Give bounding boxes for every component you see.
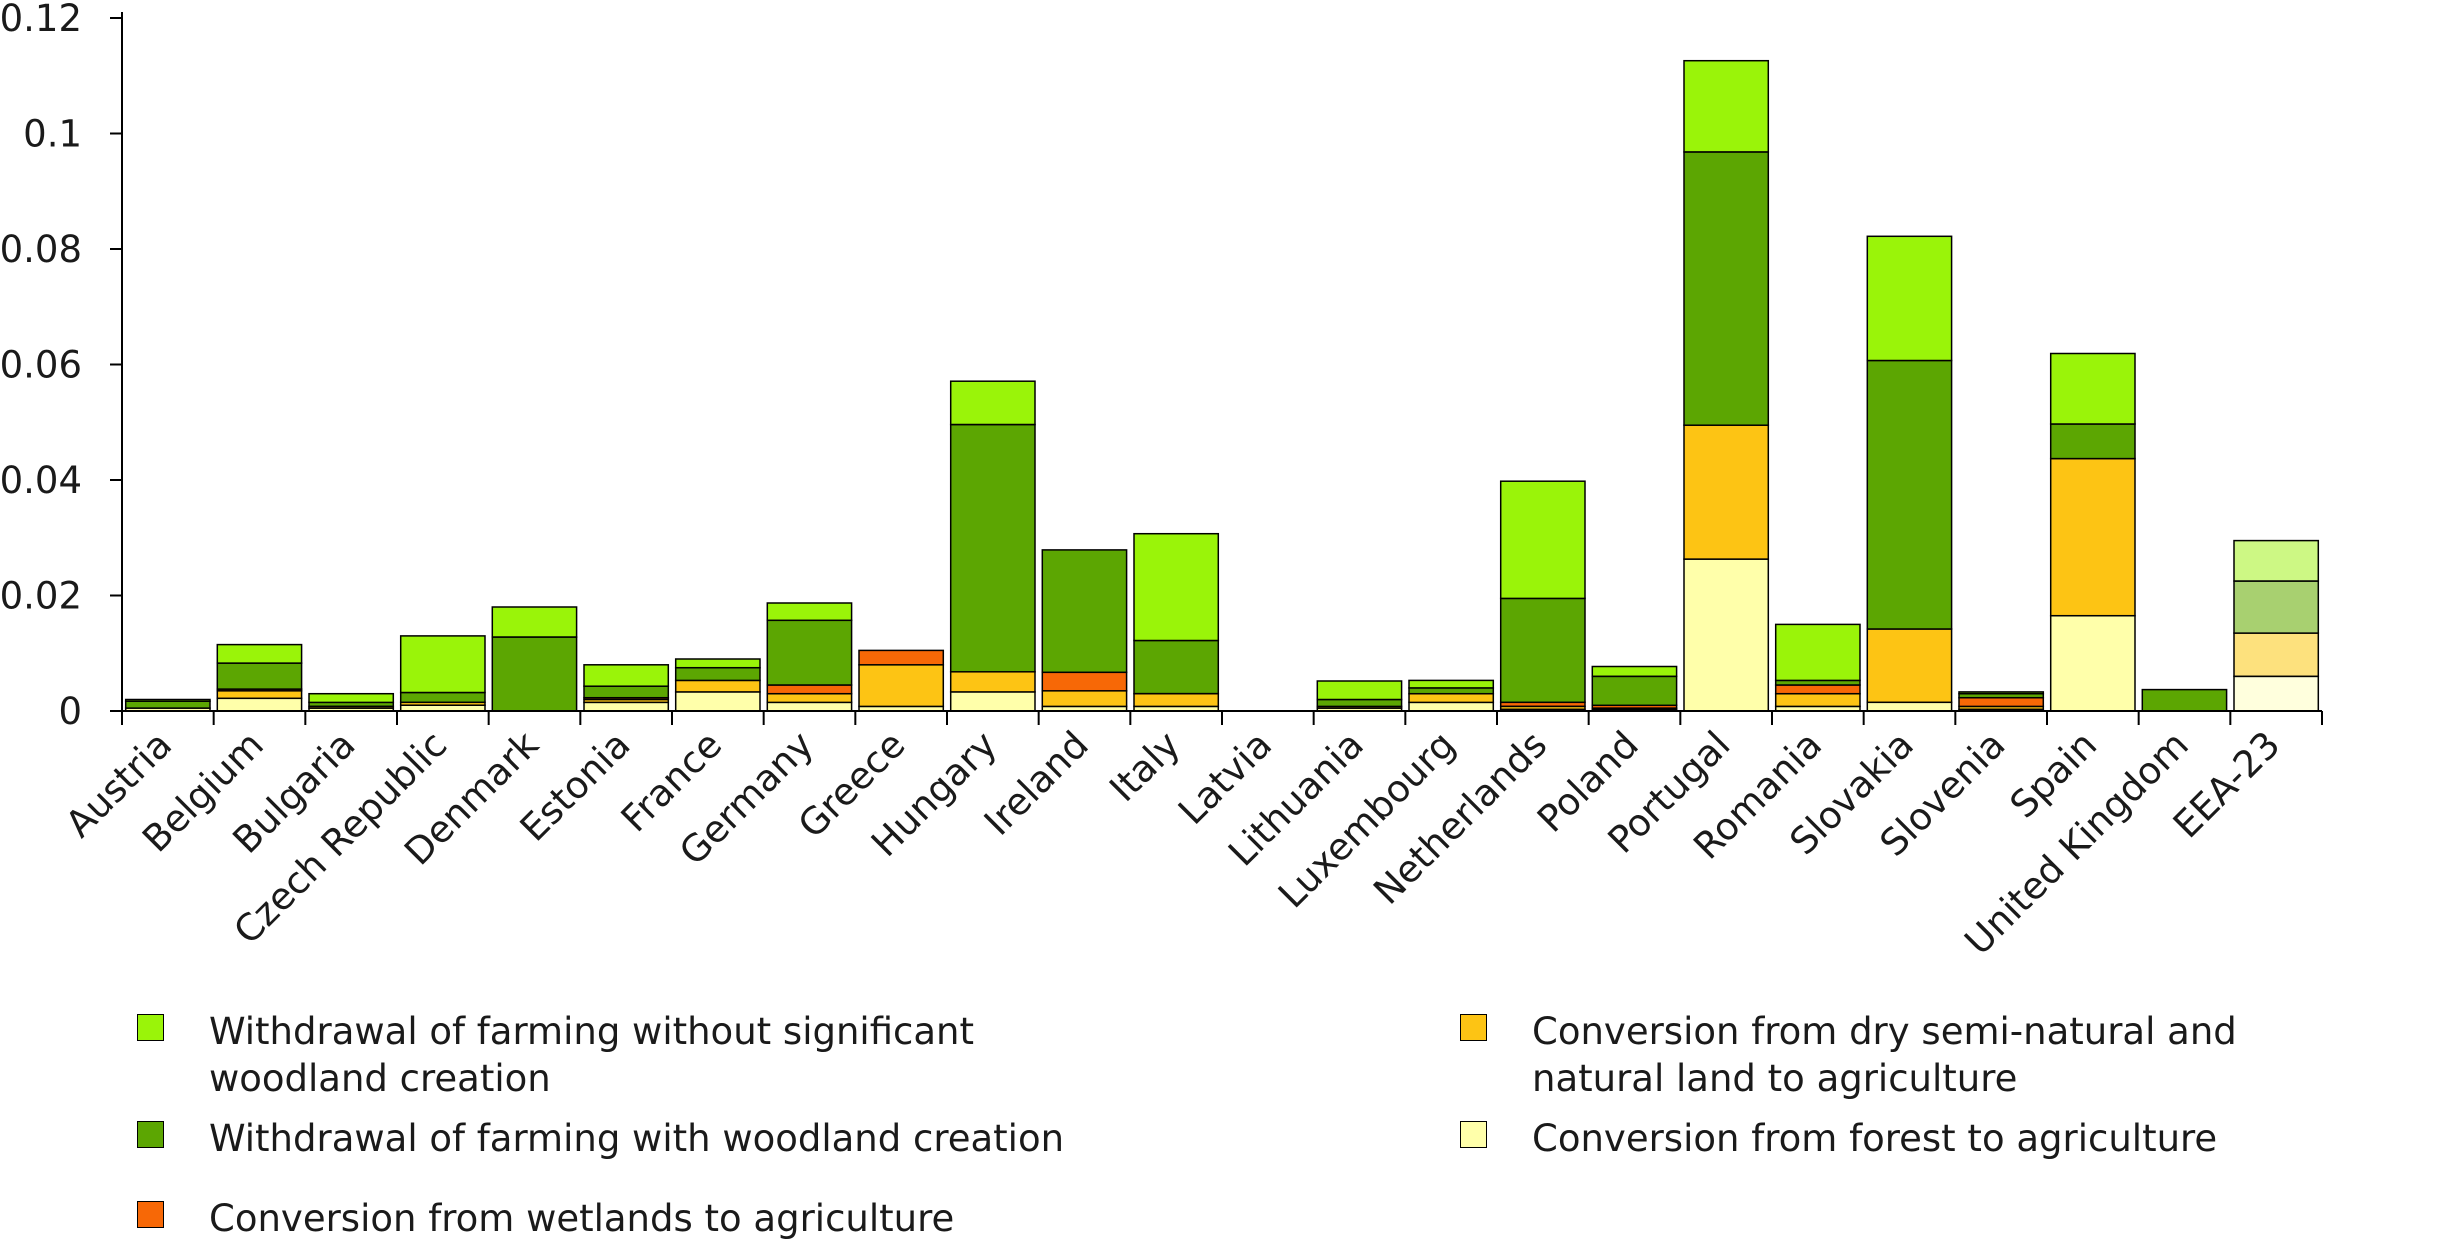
bar-segment — [2049, 352, 2136, 425]
y-tick-label: 0.08 — [0, 228, 82, 271]
bar-segment — [766, 619, 853, 686]
bar-segment — [1958, 691, 2045, 695]
bar-segment — [1316, 680, 1403, 701]
bar-segment — [674, 658, 761, 669]
bar-segment — [2049, 457, 2136, 617]
bar-segment — [216, 643, 303, 664]
bar-segment — [1866, 235, 1953, 362]
bar-segment — [2233, 580, 2320, 634]
bar-segment — [308, 692, 395, 704]
bar-segment — [583, 701, 670, 712]
bar-segment — [1774, 684, 1861, 695]
y-tick-label: 0 — [58, 690, 82, 733]
bar-segment — [216, 697, 303, 712]
bar-segment — [216, 662, 303, 690]
bar-segment — [1683, 558, 1770, 712]
bar-segment — [216, 690, 303, 700]
bar-segment — [1041, 671, 1128, 692]
y-tick-label: 0.06 — [0, 344, 82, 387]
bar-segment — [1683, 59, 1770, 153]
bar-segment — [2141, 688, 2228, 712]
bar-segment — [1133, 692, 1220, 708]
bar-segment — [949, 380, 1036, 426]
axes-group: 00.020.040.060.080.10.12AustriaBelgiumBu… — [0, 0, 2323, 963]
y-tick-label: 0.12 — [0, 0, 82, 40]
bar-segment — [1408, 701, 1495, 712]
bar-segment — [1408, 692, 1495, 704]
bar-segment — [1866, 701, 1953, 712]
bar-segment — [1591, 665, 1678, 678]
bar-segment — [674, 666, 761, 682]
bar-segment — [766, 602, 853, 622]
bar-segment — [2233, 675, 2320, 712]
bar-segment — [1499, 597, 1586, 704]
bar-segment — [766, 684, 853, 695]
bar-segment — [1866, 359, 1953, 630]
bar-segment — [399, 691, 486, 704]
bar-segment — [766, 701, 853, 712]
bar-segment — [1408, 679, 1495, 689]
bar-segment — [1591, 675, 1678, 707]
bar-segment — [2233, 539, 2320, 582]
bar-segment — [583, 664, 670, 687]
bar-segment — [858, 649, 945, 666]
y-tick-label: 0.04 — [0, 459, 82, 502]
bar-segment — [1133, 532, 1220, 642]
y-tick-label: 0.1 — [23, 113, 82, 156]
bar-segment — [949, 423, 1036, 673]
bar-segment — [1041, 690, 1128, 708]
bar-segment — [1683, 424, 1770, 560]
bar-segment — [399, 635, 486, 694]
bar-segment — [949, 691, 1036, 712]
bar-segment — [1958, 696, 2045, 708]
bar-segment — [858, 664, 945, 708]
bar-segment — [2049, 614, 2136, 712]
bar-segment — [124, 698, 211, 702]
bar-segment — [1316, 698, 1403, 708]
bar-segment — [1133, 639, 1220, 695]
bar-segment — [1866, 628, 1953, 704]
bar-segment — [1499, 480, 1586, 600]
bar-segment — [583, 685, 670, 699]
bar-segment — [1683, 151, 1770, 426]
bar-segment — [1774, 623, 1861, 682]
bars-group — [124, 59, 2320, 712]
bar-segment — [2049, 423, 2136, 460]
bar-segment — [674, 691, 761, 712]
bar-segment — [124, 700, 211, 709]
bar-segment — [674, 679, 761, 693]
bar-segment — [766, 692, 853, 704]
bar-segment — [1408, 687, 1495, 695]
bar-segment — [1041, 549, 1128, 674]
bar-segment — [491, 606, 578, 638]
bar-segment — [949, 670, 1036, 693]
y-tick-label: 0.02 — [0, 575, 82, 618]
bar-segment — [1774, 692, 1861, 708]
bar-segment — [491, 636, 578, 712]
bar-segment — [2233, 632, 2320, 678]
x-tick-label: Ireland — [976, 723, 1097, 844]
